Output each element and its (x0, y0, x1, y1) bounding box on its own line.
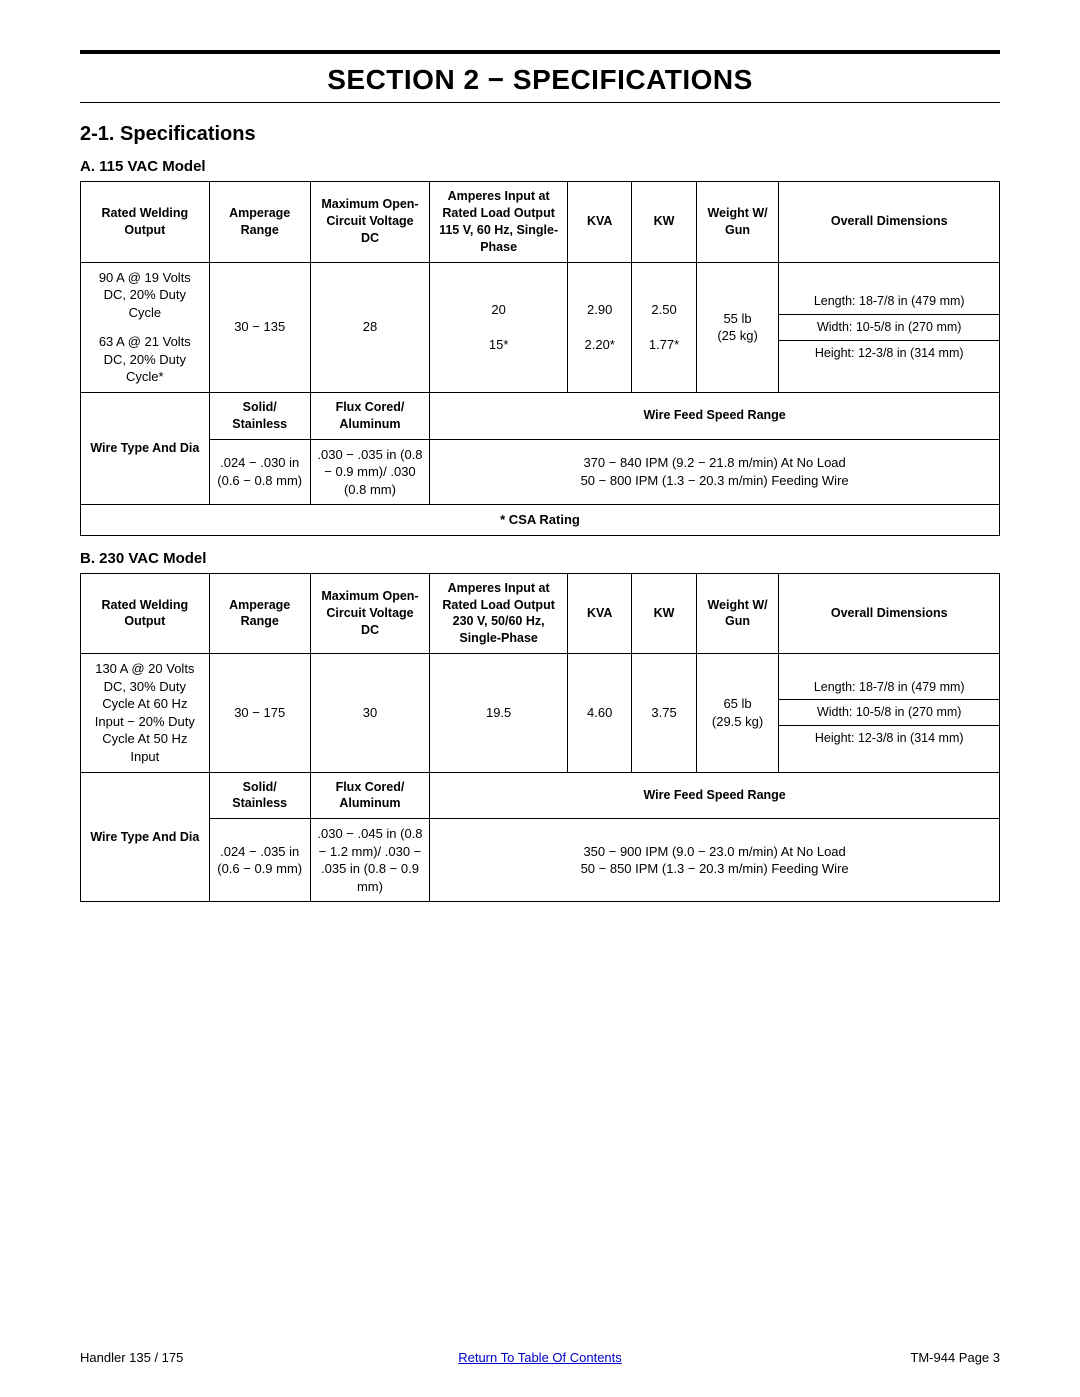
cell-amperage-range: 30 − 175 (209, 654, 310, 772)
kva-2: 2.20* (574, 336, 625, 354)
cell-amperes-input: 20 15* (430, 262, 568, 392)
wire-type-label: Wire Type And Dia (81, 772, 210, 902)
wire-feed-head: Wire Feed Speed Range (430, 772, 1000, 819)
amps-1: 20 (436, 301, 561, 319)
th-kw: KW (632, 182, 696, 263)
wire-header-row: Wire Type And Dia Solid/ Stainless Flux … (81, 392, 1000, 439)
table-row: 130 A @ 20 Volts DC, 30% Duty Cycle At 6… (81, 654, 1000, 772)
kw-2: 1.77* (638, 336, 689, 354)
wire-value-row: .024 − .035 in (0.6 − 0.9 mm) .030 − .04… (81, 819, 1000, 902)
footer-left: Handler 135 / 175 (80, 1350, 183, 1365)
wire-flux-head: Flux Cored/ Aluminum (310, 772, 429, 819)
cell-rated-welding: 130 A @ 20 Volts DC, 30% Duty Cycle At 6… (81, 654, 210, 772)
return-toc-link[interactable]: Return To Table Of Contents (458, 1350, 622, 1365)
dim-length: Length: 18-7/8 in (479 mm) (779, 675, 999, 700)
table-header-row: Rated Welding Output Amperage Range Maxi… (81, 182, 1000, 263)
cell-max-ocv: 30 (310, 654, 429, 772)
th-weight: Weight W/ Gun (696, 573, 779, 654)
wire-flux-val: .030 − .035 in (0.8 − 0.9 mm)/ .030 (0.8… (310, 439, 429, 505)
th-weight: Weight W/ Gun (696, 182, 779, 263)
cell-kva: 2.90 2.20* (568, 262, 632, 392)
feed-2: 50 − 850 IPM (1.3 − 20.3 m/min) Feeding … (436, 860, 993, 878)
th-max-ocv: Maximum Open-Circuit Voltage DC (310, 573, 429, 654)
wire-solid-head: Solid/ Stainless (209, 392, 310, 439)
feed-1: 350 − 900 IPM (9.0 − 23.0 m/min) At No L… (436, 843, 993, 861)
csa-rating: * CSA Rating (81, 505, 1000, 536)
cell-dimensions: Length: 18-7/8 in (479 mm) Width: 10-5/8… (779, 262, 1000, 392)
th-dimensions: Overall Dimensions (779, 182, 1000, 263)
subsection-heading: 2-1. Specifications (80, 123, 1000, 146)
cell-rated-welding: 90 A @ 19 Volts DC, 20% Duty Cycle 63 A … (81, 262, 210, 392)
cell-max-ocv: 28 (310, 262, 429, 392)
th-amperage-range: Amperage Range (209, 182, 310, 263)
dim-width: Width: 10-5/8 in (270 mm) (779, 314, 999, 340)
page-footer: Handler 135 / 175 Return To Table Of Con… (80, 1350, 1000, 1365)
rated-1: 90 A @ 19 Volts DC, 20% Duty Cycle (87, 269, 203, 322)
weight-kg: (29.5 kg) (703, 713, 773, 731)
rated-2: 63 A @ 21 Volts DC, 20% Duty Cycle* (87, 333, 203, 386)
dim-width: Width: 10-5/8 in (270 mm) (779, 699, 999, 725)
model-b-heading: B. 230 VAC Model (80, 550, 1000, 567)
cell-weight: 65 lb (29.5 kg) (696, 654, 779, 772)
footer-right: TM-944 Page 3 (910, 1350, 1000, 1365)
weight-lb: 55 lb (703, 310, 773, 328)
amps-2: 15* (436, 336, 561, 354)
cell-weight: 55 lb (25 kg) (696, 262, 779, 392)
cell-kw: 3.75 (632, 654, 696, 772)
th-dimensions: Overall Dimensions (779, 573, 1000, 654)
th-amperes-input: Amperes Input at Rated Load Output 115 V… (430, 182, 568, 263)
th-amperes-input: Amperes Input at Rated Load Output 230 V… (430, 573, 568, 654)
dim-length: Length: 18-7/8 in (479 mm) (779, 289, 999, 314)
wire-solid-val: .024 − .035 in (0.6 − 0.9 mm) (209, 819, 310, 902)
wire-type-label: Wire Type And Dia (81, 392, 210, 504)
wire-flux-val: .030 − .045 in (0.8 − 1.2 mm)/ .030 − .0… (310, 819, 429, 902)
wire-solid-head: Solid/ Stainless (209, 772, 310, 819)
wire-header-row: Wire Type And Dia Solid/ Stainless Flux … (81, 772, 1000, 819)
cell-amperes-input: 19.5 (430, 654, 568, 772)
wire-solid-val: .024 − .030 in (0.6 − 0.8 mm) (209, 439, 310, 505)
feed-1: 370 − 840 IPM (9.2 − 21.8 m/min) At No L… (436, 454, 993, 472)
th-kva: KVA (568, 182, 632, 263)
th-kva: KVA (568, 573, 632, 654)
th-kw: KW (632, 573, 696, 654)
cell-kw: 2.50 1.77* (632, 262, 696, 392)
wire-feed-val: 350 − 900 IPM (9.0 − 23.0 m/min) At No L… (430, 819, 1000, 902)
table-header-row: Rated Welding Output Amperage Range Maxi… (81, 573, 1000, 654)
cell-amperage-range: 30 − 135 (209, 262, 310, 392)
footer-center: Return To Table Of Contents (458, 1350, 622, 1365)
wire-value-row: .024 − .030 in (0.6 − 0.8 mm) .030 − .03… (81, 439, 1000, 505)
th-rated-welding: Rated Welding Output (81, 182, 210, 263)
table-row: 90 A @ 19 Volts DC, 20% Duty Cycle 63 A … (81, 262, 1000, 392)
cell-dimensions: Length: 18-7/8 in (479 mm) Width: 10-5/8… (779, 654, 1000, 772)
model-a-table: Rated Welding Output Amperage Range Maxi… (80, 181, 1000, 536)
wire-flux-head: Flux Cored/ Aluminum (310, 392, 429, 439)
wire-feed-val: 370 − 840 IPM (9.2 − 21.8 m/min) At No L… (430, 439, 1000, 505)
kw-1: 2.50 (638, 301, 689, 319)
wire-feed-head: Wire Feed Speed Range (430, 392, 1000, 439)
dim-height: Height: 12-3/8 in (314 mm) (779, 340, 999, 366)
model-a-heading: A. 115 VAC Model (80, 158, 1000, 175)
feed-2: 50 − 800 IPM (1.3 − 20.3 m/min) Feeding … (436, 472, 993, 490)
csa-row: * CSA Rating (81, 505, 1000, 536)
weight-lb: 65 lb (703, 695, 773, 713)
page: SECTION 2 − SPECIFICATIONS 2-1. Specific… (0, 0, 1080, 1397)
dim-height: Height: 12-3/8 in (314 mm) (779, 725, 999, 751)
section-title: SECTION 2 − SPECIFICATIONS (80, 50, 1000, 103)
kva-1: 2.90 (574, 301, 625, 319)
weight-kg: (25 kg) (703, 327, 773, 345)
th-max-ocv: Maximum Open-Circuit Voltage DC (310, 182, 429, 263)
model-b-table: Rated Welding Output Amperage Range Maxi… (80, 573, 1000, 903)
th-rated-welding: Rated Welding Output (81, 573, 210, 654)
cell-kva: 4.60 (568, 654, 632, 772)
th-amperage-range: Amperage Range (209, 573, 310, 654)
